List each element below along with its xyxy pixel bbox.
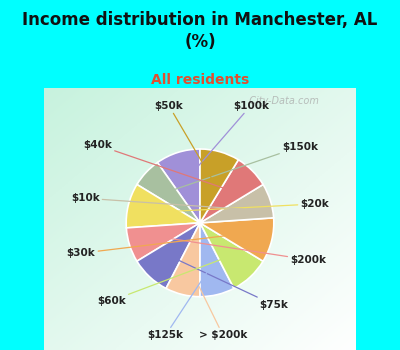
Wedge shape xyxy=(200,218,274,261)
Text: City-Data.com: City-Data.com xyxy=(243,96,318,106)
Text: All residents: All residents xyxy=(151,74,249,88)
Text: $125k: $125k xyxy=(148,267,211,340)
Wedge shape xyxy=(158,149,200,223)
Wedge shape xyxy=(166,223,200,297)
Wedge shape xyxy=(137,223,200,288)
Text: $150k: $150k xyxy=(167,141,318,192)
Text: > $200k: > $200k xyxy=(189,267,247,340)
Text: $40k: $40k xyxy=(83,140,232,191)
Wedge shape xyxy=(126,184,200,228)
Wedge shape xyxy=(126,223,200,261)
Wedge shape xyxy=(137,162,200,223)
Text: $100k: $100k xyxy=(186,100,269,180)
Text: $30k: $30k xyxy=(67,233,244,258)
Text: $200k: $200k xyxy=(157,237,326,265)
Wedge shape xyxy=(200,223,263,288)
Text: $50k: $50k xyxy=(154,100,212,180)
Text: $75k: $75k xyxy=(169,256,288,310)
Wedge shape xyxy=(200,149,238,223)
Wedge shape xyxy=(200,184,274,223)
Text: $20k: $20k xyxy=(156,199,329,212)
Text: Income distribution in Manchester, AL
(%): Income distribution in Manchester, AL (%… xyxy=(22,10,378,51)
Text: $10k: $10k xyxy=(71,193,243,209)
Text: $60k: $60k xyxy=(97,256,231,306)
Wedge shape xyxy=(200,223,234,297)
Wedge shape xyxy=(200,160,263,223)
